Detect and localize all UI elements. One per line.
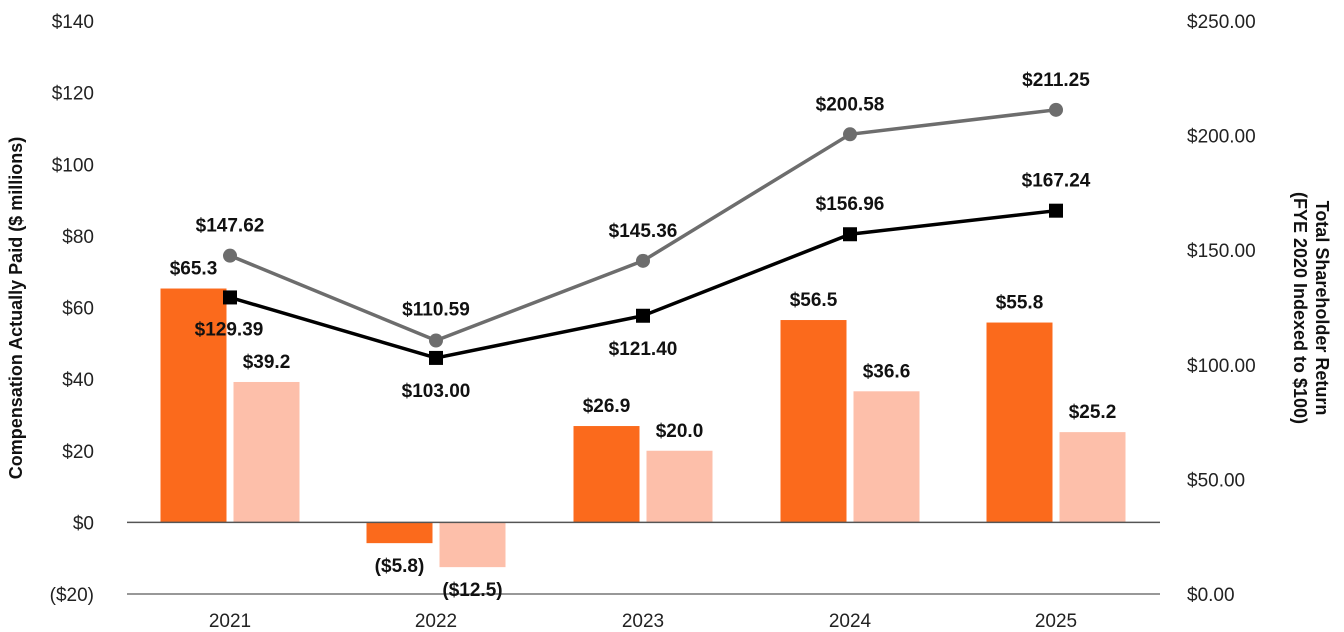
line-label-s2-2024: $156.96 bbox=[816, 194, 885, 215]
line-label-s2-2025: $167.24 bbox=[1022, 171, 1091, 192]
marker-tsr-s1-2021 bbox=[223, 248, 237, 263]
bar-label-s2-2021: $39.2 bbox=[243, 352, 291, 373]
y2-axis-title-line1: Total Shareholder Return bbox=[1312, 201, 1332, 416]
bar-s1-2022 bbox=[366, 522, 433, 544]
line-label-s1-2024: $200.58 bbox=[816, 94, 885, 115]
marker-tsr-s1-2025 bbox=[1049, 102, 1063, 117]
marker-tsr-s2-2022 bbox=[429, 350, 443, 365]
marker-tsr-s2-2023 bbox=[636, 308, 650, 323]
y-tick-label: $40 bbox=[62, 370, 94, 391]
y-tick-label: $60 bbox=[62, 299, 94, 320]
y-tick-label: ($20) bbox=[50, 585, 94, 606]
line-label-s1-2022: $110.59 bbox=[402, 300, 470, 321]
bar-s2-2025 bbox=[1059, 432, 1126, 523]
ticks-layer: ($20) $0 $20 $40 $60 $80 $100 $120 $140 $0.00 $50.… bbox=[50, 12, 1256, 632]
line-label-s2-2023: $121.40 bbox=[609, 339, 678, 360]
y2-tick-label: $50.00 bbox=[1187, 470, 1245, 491]
data-labels-layer: $65.3 ($5.8) $26.9 $56.5 $55.8 $39.2 ($12.5) $2… bbox=[170, 70, 1117, 601]
marker-tsr-s2-2024 bbox=[843, 227, 857, 242]
y-tick-label: $100 bbox=[52, 155, 94, 176]
line-label-s2-2021: $129.39 bbox=[195, 319, 264, 340]
bar-s2-2024 bbox=[853, 391, 920, 523]
bar-s1-2021 bbox=[160, 288, 227, 523]
x-tick-label: 2025 bbox=[1035, 611, 1077, 632]
markers-layer bbox=[223, 102, 1063, 365]
line-label-s2-2022: $103.00 bbox=[402, 381, 471, 402]
marker-tsr-s2-2021 bbox=[223, 290, 237, 305]
bar-label-s1-2021: $65.3 bbox=[170, 259, 218, 280]
x-tick-label: 2023 bbox=[622, 611, 664, 632]
y2-tick-label: $200.00 bbox=[1187, 127, 1256, 148]
bar-s2-2023 bbox=[646, 450, 713, 523]
y2-tick-label: $0.00 bbox=[1187, 585, 1235, 606]
bar-label-s2-2022: ($12.5) bbox=[442, 580, 502, 601]
marker-tsr-s2-2025 bbox=[1049, 203, 1063, 218]
marker-tsr-s1-2022 bbox=[429, 333, 443, 348]
bars-layer bbox=[160, 288, 1126, 568]
bar-s2-2021 bbox=[233, 381, 300, 523]
axes-layer bbox=[127, 521, 1160, 595]
bar-s1-2025 bbox=[986, 322, 1053, 523]
y-tick-label: $140 bbox=[52, 12, 94, 33]
bar-label-s1-2023: $26.9 bbox=[583, 396, 631, 417]
x-tick-label: 2024 bbox=[829, 611, 872, 632]
bar-s1-2023 bbox=[573, 426, 640, 523]
bar-label-s2-2025: $25.2 bbox=[1069, 402, 1117, 423]
y2-axis-title-line2: (FYE 2020 Indexed to $100) bbox=[1290, 192, 1310, 424]
y-tick-label: $80 bbox=[62, 227, 94, 248]
bar-s1-2024 bbox=[780, 320, 847, 523]
y-axis-title: Compensation Actually Paid ($ millions) bbox=[6, 137, 26, 479]
bar-label-s1-2022: ($5.8) bbox=[375, 556, 425, 577]
bar-label-s2-2023: $20.0 bbox=[656, 421, 704, 442]
marker-tsr-s1-2023 bbox=[636, 253, 650, 268]
y-tick-label: $0 bbox=[73, 513, 94, 534]
bar-s2-2022 bbox=[439, 522, 506, 568]
line-label-s1-2021: $147.62 bbox=[196, 216, 265, 237]
line-label-s1-2025: $211.25 bbox=[1022, 70, 1090, 91]
x-tick-label: 2021 bbox=[209, 611, 251, 632]
y2-tick-label: $250.00 bbox=[1187, 12, 1256, 33]
bar-label-s1-2024: $56.5 bbox=[790, 290, 838, 311]
bar-label-s1-2025: $55.8 bbox=[996, 293, 1044, 314]
y-tick-label: $20 bbox=[62, 442, 94, 463]
line-label-s1-2023: $145.36 bbox=[609, 221, 678, 242]
bar-label-s2-2024: $36.6 bbox=[863, 361, 911, 382]
y-tick-label: $120 bbox=[52, 84, 94, 105]
y2-tick-label: $150.00 bbox=[1187, 241, 1256, 262]
x-tick-label: 2022 bbox=[415, 611, 457, 632]
marker-tsr-s1-2024 bbox=[843, 127, 857, 142]
y2-tick-label: $100.00 bbox=[1187, 356, 1256, 377]
